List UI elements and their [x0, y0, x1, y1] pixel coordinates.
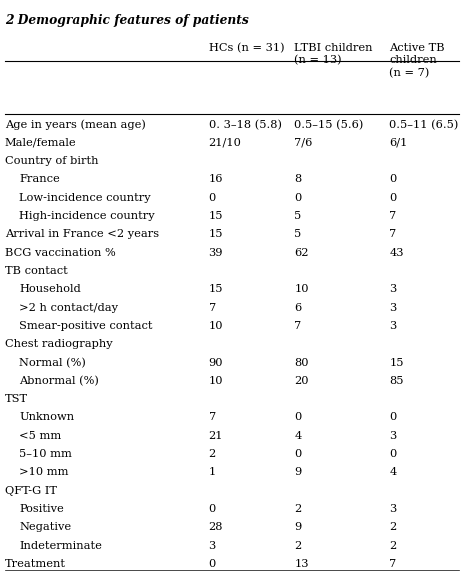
Text: 4: 4: [294, 431, 301, 440]
Text: 8: 8: [294, 174, 301, 184]
Text: 28: 28: [209, 522, 223, 532]
Text: Negative: Negative: [19, 522, 72, 532]
Text: Unknown: Unknown: [19, 412, 74, 422]
Text: 3: 3: [389, 321, 397, 331]
Text: 0.5–15 (5.6): 0.5–15 (5.6): [294, 120, 364, 130]
Text: 0: 0: [294, 412, 301, 422]
Text: 3: 3: [389, 431, 397, 440]
Text: 10: 10: [294, 284, 309, 294]
Text: 85: 85: [389, 376, 404, 386]
Text: Positive: Positive: [19, 504, 64, 514]
Text: 39: 39: [209, 248, 223, 257]
Text: 7: 7: [294, 321, 301, 331]
Text: 6: 6: [294, 303, 301, 312]
Text: 9: 9: [294, 522, 301, 532]
Text: Arrival in France <2 years: Arrival in France <2 years: [5, 229, 159, 239]
Text: 13: 13: [294, 559, 309, 569]
Text: 7/6: 7/6: [294, 138, 313, 148]
Text: Low-incidence country: Low-incidence country: [19, 193, 151, 202]
Text: 2: 2: [294, 541, 301, 550]
Text: 16: 16: [209, 174, 223, 184]
Text: <5 mm: <5 mm: [19, 431, 62, 440]
Text: Normal (%): Normal (%): [19, 358, 86, 368]
Text: TB contact: TB contact: [5, 266, 67, 276]
Text: 3: 3: [389, 303, 397, 312]
Text: 5: 5: [294, 229, 301, 239]
Text: BCG vaccination %: BCG vaccination %: [5, 248, 115, 257]
Text: 3: 3: [389, 504, 397, 514]
Text: 21: 21: [209, 431, 223, 440]
Text: Age in years (mean age): Age in years (mean age): [5, 120, 146, 130]
Text: TST: TST: [5, 394, 28, 404]
Text: 3: 3: [389, 284, 397, 294]
Text: Male/female: Male/female: [5, 138, 76, 148]
Text: >10 mm: >10 mm: [19, 467, 69, 477]
Text: 20: 20: [294, 376, 309, 386]
Text: 2: 2: [209, 449, 216, 459]
Text: 5–10 mm: 5–10 mm: [19, 449, 73, 459]
Text: High-incidence country: High-incidence country: [19, 211, 155, 221]
Text: 80: 80: [294, 358, 309, 367]
Text: QFT-G IT: QFT-G IT: [5, 486, 56, 495]
Text: 0: 0: [389, 449, 397, 459]
Text: Household: Household: [19, 284, 81, 294]
Text: 0. 3–18 (5.8): 0. 3–18 (5.8): [209, 120, 282, 130]
Text: 2: 2: [389, 541, 397, 550]
Text: 15: 15: [389, 358, 404, 367]
Text: Chest radiography: Chest radiography: [5, 339, 112, 349]
Text: 0: 0: [209, 504, 216, 514]
Text: 2: 2: [294, 504, 301, 514]
Text: Indeterminate: Indeterminate: [19, 541, 102, 550]
Text: 7: 7: [389, 229, 397, 239]
Text: 4: 4: [389, 467, 397, 477]
Text: 0: 0: [294, 193, 301, 202]
Text: 0: 0: [389, 193, 397, 202]
Text: 0: 0: [209, 559, 216, 569]
Text: 15: 15: [209, 229, 223, 239]
Text: 2: 2: [389, 522, 397, 532]
Text: 10: 10: [209, 321, 223, 331]
Text: 1: 1: [209, 467, 216, 477]
Text: HCs (n = 31): HCs (n = 31): [209, 43, 284, 53]
Text: 10: 10: [209, 376, 223, 386]
Text: 62: 62: [294, 248, 309, 257]
Text: Country of birth: Country of birth: [5, 156, 98, 166]
Text: Active TB
children
(n = 7): Active TB children (n = 7): [389, 43, 445, 78]
Text: Smear-positive contact: Smear-positive contact: [19, 321, 153, 331]
Text: 7: 7: [209, 412, 216, 422]
Text: 15: 15: [209, 284, 223, 294]
Text: 43: 43: [389, 248, 404, 257]
Text: 0: 0: [209, 193, 216, 202]
Text: France: France: [19, 174, 60, 184]
Text: Treatment: Treatment: [5, 559, 65, 569]
Text: 0: 0: [389, 174, 397, 184]
Text: 0: 0: [294, 449, 301, 459]
Text: 90: 90: [209, 358, 223, 367]
Text: 15: 15: [209, 211, 223, 221]
Text: 0.5–11 (6.5): 0.5–11 (6.5): [389, 120, 459, 130]
Text: 3: 3: [209, 541, 216, 550]
Text: >2 h contact/day: >2 h contact/day: [19, 303, 118, 312]
Text: 5: 5: [294, 211, 301, 221]
Text: 7: 7: [389, 211, 397, 221]
Text: 2 Demographic features of patients: 2 Demographic features of patients: [5, 14, 248, 27]
Text: 7: 7: [209, 303, 216, 312]
Text: Abnormal (%): Abnormal (%): [19, 376, 100, 386]
Text: 0: 0: [389, 412, 397, 422]
Text: 6/1: 6/1: [389, 138, 408, 148]
Text: 9: 9: [294, 467, 301, 477]
Text: 7: 7: [389, 559, 397, 569]
Text: LTBI children
(n = 13): LTBI children (n = 13): [294, 43, 373, 66]
Text: 21/10: 21/10: [209, 138, 241, 148]
